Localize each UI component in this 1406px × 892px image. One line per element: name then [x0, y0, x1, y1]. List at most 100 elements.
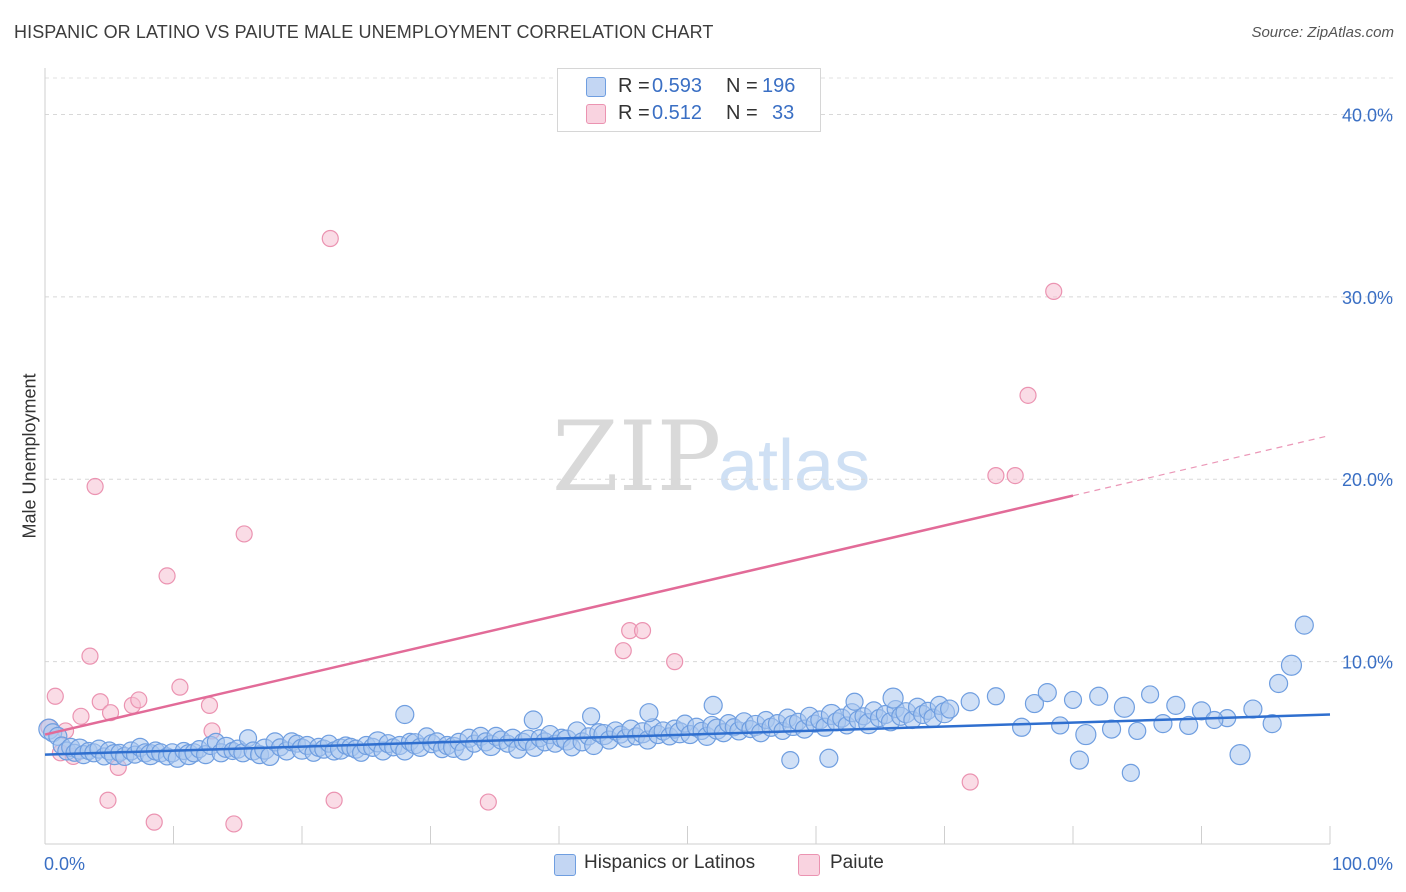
legend-row-blue: R = 0.593 N = 196 [558, 73, 820, 99]
paiute-point [633, 622, 652, 640]
hispanic-point [523, 710, 543, 730]
hispanic-point [1011, 717, 1032, 737]
paiute-point [666, 653, 684, 671]
legend-n-label: N = [726, 75, 758, 97]
y-tick-label: 40.0% [1342, 105, 1393, 125]
paiute-point [614, 642, 632, 660]
hispanic-point [1140, 685, 1160, 704]
bottom-legend-swatch-pink [798, 854, 820, 876]
tick-labels: 10.0% 20.0% 30.0% 40.0% 0.0% 100.0% [44, 105, 1393, 874]
hispanic-point [1063, 690, 1083, 710]
paiute-point [46, 687, 64, 705]
hispanic-point [1075, 723, 1097, 746]
hispanic-point [639, 703, 659, 723]
legend-n-label: N = [726, 102, 758, 124]
legend-n-value: 33 [772, 102, 795, 124]
hispanic-point [1179, 715, 1199, 736]
hispanic-point [1101, 719, 1122, 739]
paiute-point [86, 477, 104, 496]
paiute-point [987, 466, 1005, 485]
hispanic-point [781, 751, 800, 770]
bottom-legend-swatch-blue [554, 854, 576, 876]
hispanic-point [1113, 696, 1136, 718]
hispanic-point [703, 695, 723, 715]
hispanic-point [986, 687, 1006, 706]
legend-swatch-blue [586, 77, 606, 97]
hispanic-point [1262, 714, 1282, 734]
paiute-point [225, 815, 243, 833]
hispanic-trend-line [44, 713, 1331, 756]
paiute-point [81, 647, 99, 665]
hispanic-point [1037, 683, 1057, 703]
paiute-point [1006, 466, 1024, 485]
paiute-point [72, 707, 90, 725]
source-label: Source: ZipAtlas.com [1251, 24, 1394, 41]
y-axis-label: Male Unemployment [19, 373, 40, 539]
watermark-atlas: atlas [718, 426, 870, 506]
paiute-point [91, 693, 109, 711]
y-tick-label: 20.0% [1342, 470, 1393, 490]
hispanic-points [38, 615, 1314, 782]
paiute-point [171, 678, 189, 696]
paiute-trend-extension [1072, 434, 1331, 497]
chart-title: HISPANIC OR LATINO VS PAIUTE MALE UNEMPL… [14, 22, 714, 42]
hispanic-point [1294, 615, 1314, 635]
hispanic-point [1089, 686, 1109, 706]
hispanic-point [1069, 750, 1090, 770]
paiute-point [99, 791, 117, 809]
paiute-point [961, 773, 979, 791]
hispanic-point [1128, 721, 1147, 741]
bottom-legend-label-pink: Paiute [830, 852, 884, 873]
paiute-point [235, 525, 253, 543]
hispanic-point [1243, 699, 1263, 719]
watermark: ZIP atlas [552, 401, 870, 513]
bottom-legend-label-blue: Hispanics or Latinos [584, 852, 756, 873]
paiute-point [158, 567, 176, 585]
paiute-point [321, 229, 339, 248]
hispanic-point [1166, 695, 1186, 715]
hispanic-point [582, 707, 601, 726]
paiute-point [130, 691, 148, 709]
paiute-point [1045, 282, 1063, 300]
legend-row-pink: R = 0.512 N = 33 [558, 100, 820, 126]
trend-lines [44, 434, 1331, 756]
hispanic-point [1191, 701, 1212, 721]
x-tick-label: 100.0% [1332, 854, 1393, 874]
hispanic-point [1229, 744, 1251, 766]
y-tick-label: 10.0% [1342, 653, 1393, 673]
hispanic-point [882, 687, 904, 709]
paiute-point [479, 793, 497, 811]
legend: R = 0.593 N = 196 R = 0.512 N = 33 [557, 68, 821, 132]
hispanic-point [1024, 693, 1045, 714]
legend-r-label: R = [618, 102, 650, 124]
paiute-trend-line [44, 494, 1074, 736]
hispanic-point [1121, 763, 1140, 782]
paiute-point [145, 813, 163, 831]
hispanic-point [940, 699, 960, 719]
hispanic-point [1051, 716, 1070, 735]
legend-r-value: 0.512 [652, 102, 703, 124]
hispanic-point [1205, 710, 1224, 730]
legend-r-value: 0.593 [652, 75, 703, 97]
hispanic-point [819, 748, 839, 768]
hispanic-point [1280, 654, 1303, 676]
legend-n-value: 196 [762, 75, 796, 97]
hispanic-point [960, 692, 980, 712]
paiute-point [325, 791, 343, 809]
x-tick-label: 0.0% [44, 854, 85, 874]
paiute-point [101, 704, 120, 722]
paiute-points [40, 229, 1063, 833]
paiute-point [200, 696, 219, 714]
y-tick-label: 30.0% [1342, 288, 1393, 308]
legend-r-label: R = [618, 75, 650, 97]
hispanic-point [1153, 714, 1173, 734]
watermark-zip: ZIP [552, 401, 721, 513]
legend-swatch-pink [586, 104, 606, 124]
grid [45, 77, 1395, 663]
hispanic-point [395, 704, 415, 725]
hispanic-point [845, 692, 864, 711]
axes [44, 68, 1331, 845]
hispanic-point [1268, 673, 1289, 694]
paiute-point [1019, 386, 1037, 404]
